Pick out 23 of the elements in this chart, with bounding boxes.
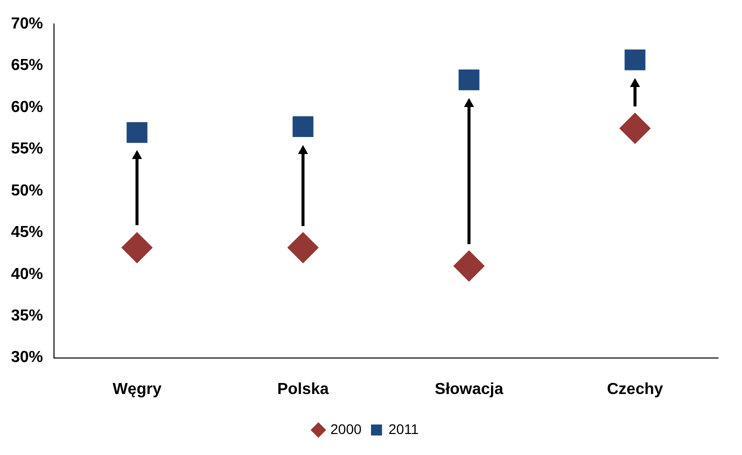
y-tick-label: 40% [10, 266, 44, 283]
y-tick-label: 70% [10, 15, 44, 32]
y-tick-label: 35% [10, 307, 44, 324]
y-tick-label: 30% [10, 349, 44, 366]
legend-label: 2011 [388, 420, 419, 437]
point [288, 232, 319, 264]
point [620, 112, 651, 144]
y-tick-label: 55% [10, 140, 44, 158]
legend-label: 2000 [330, 420, 362, 437]
y-tick-label: 60% [10, 98, 44, 116]
point [624, 49, 646, 70]
point [126, 122, 148, 143]
point [292, 116, 314, 138]
x-tick-label: Polska [277, 380, 329, 398]
point [458, 70, 480, 90]
y-tick-label: 50% [10, 182, 44, 200]
x-tick-label: Czechy [606, 380, 664, 398]
point [122, 232, 153, 264]
point [454, 250, 485, 282]
x-tick-label: Słowacja [434, 380, 504, 398]
y-tick-label: 45% [10, 224, 44, 242]
x-tick-label: Węgry [112, 380, 162, 398]
y-tick-label: 65% [10, 57, 44, 74]
